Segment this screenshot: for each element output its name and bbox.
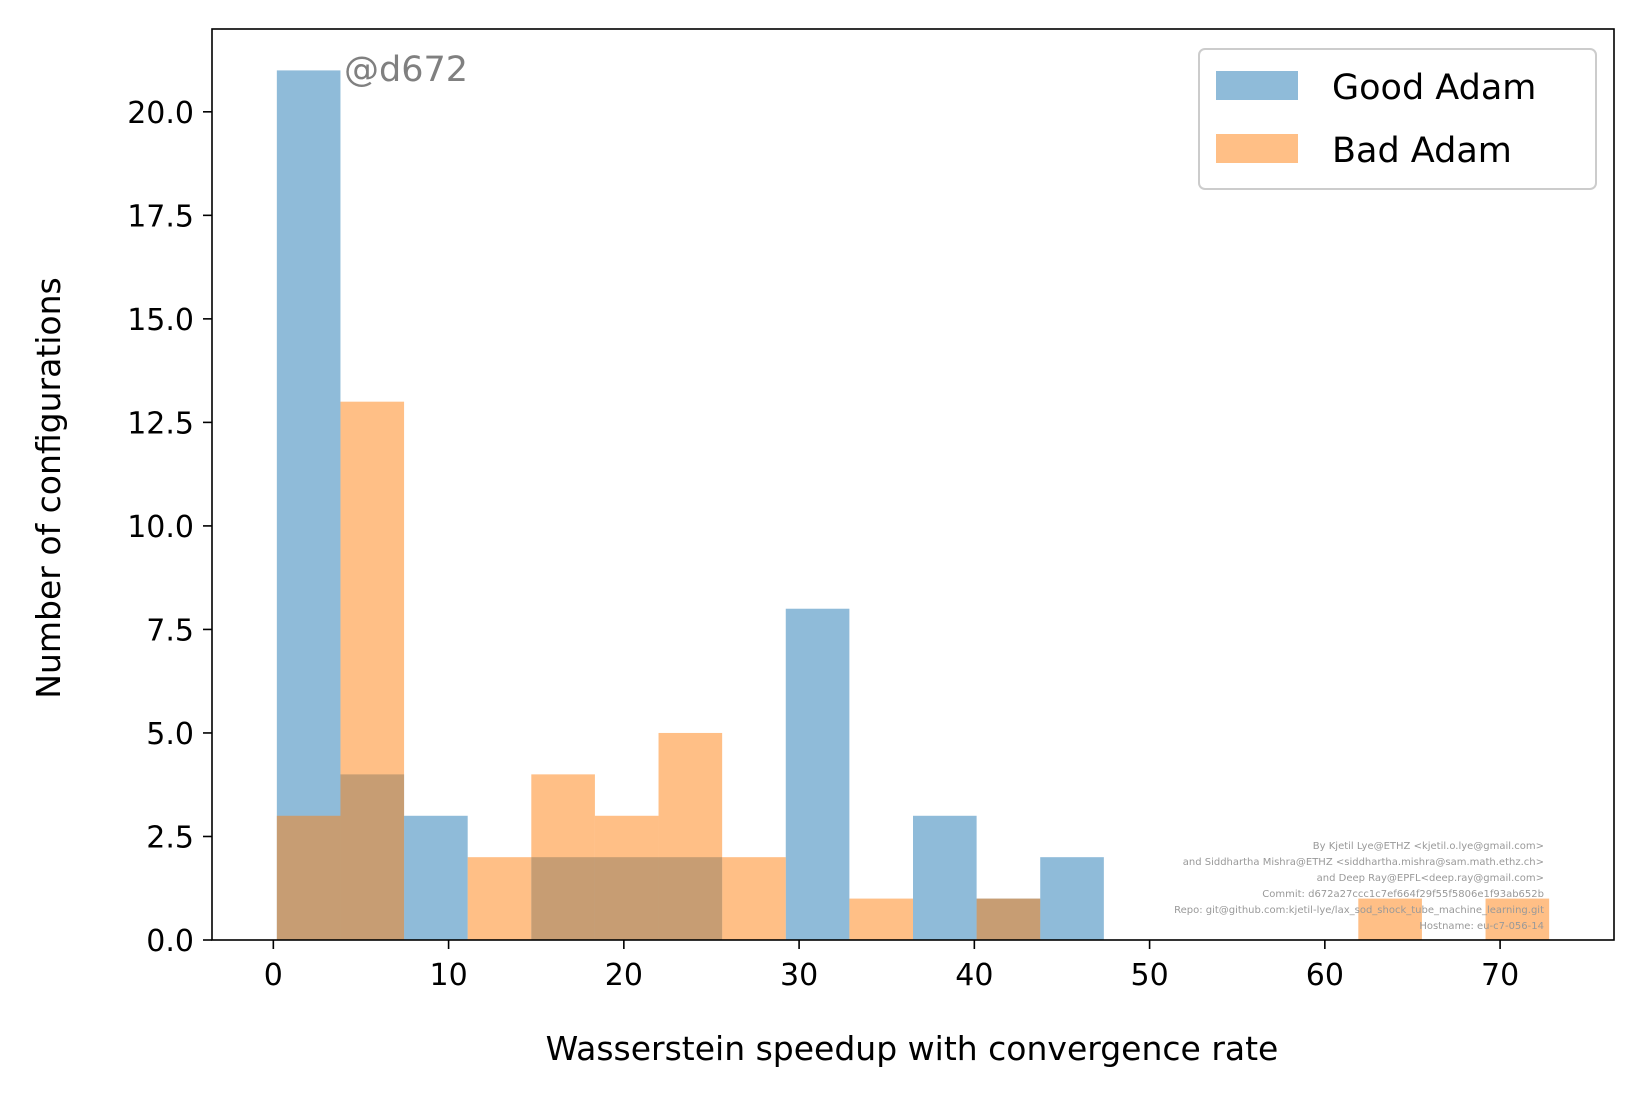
y-axis-ticks: 0.0 2.5 5.0 7.5 10.0 12.5 15.0 17.5 20.0: [127, 96, 212, 959]
credit-line: Repo: git@github.com:kjetil-lye/lax_sod_…: [1174, 905, 1544, 916]
credit-line: and Siddhartha Mishra@ETHZ <siddhartha.m…: [1183, 857, 1544, 868]
good-adam-bar: [276, 70, 341, 941]
plot-area-frame: [211, 28, 1615, 941]
x-axis-label: Wasserstein speedup with convergence rat…: [546, 1029, 1279, 1068]
credit-line: By Kjetil Lye@ETHZ <kjetil.o.lye@gmail.c…: [1313, 841, 1544, 852]
x-tick-label: 10: [429, 958, 467, 993]
credit-line: Commit: d672a27ccc1c7ef664f29f55f5806e1f…: [1262, 889, 1544, 900]
bad-adam-bar: [976, 898, 1041, 940]
bad-adam-bar: [594, 815, 659, 940]
series-bad-adam-bars: [276, 401, 1550, 940]
x-tick-label: 60: [1306, 958, 1344, 993]
y-tick-label: 12.5: [127, 406, 194, 441]
y-axis-label: Number of configurations: [29, 277, 68, 698]
bad-adam-bar: [1358, 898, 1422, 940]
x-tick-label: 20: [605, 958, 643, 993]
y-tick-label: 7.5: [146, 613, 194, 648]
legend-label-good-adam: Good Adam: [1332, 68, 1536, 108]
y-tick-label: 17.5: [127, 199, 194, 234]
x-tick-label: 50: [1130, 958, 1168, 993]
x-tick-label: 0: [264, 958, 283, 993]
x-tick-label: 70: [1481, 958, 1519, 993]
good-adam-bar: [1040, 857, 1104, 940]
bad-adam-bar: [467, 857, 532, 940]
good-adam-bar: [404, 815, 468, 940]
bad-adam-bar: [340, 401, 405, 940]
bad-adam-bar: [658, 732, 723, 940]
commit-annotation: @d672: [344, 50, 468, 90]
bad-adam-bar: [849, 898, 913, 940]
legend-swatch-bad-adam: [1216, 134, 1298, 163]
bad-adam-bar: [531, 774, 595, 940]
bad-adam-bar: [1485, 898, 1550, 940]
bad-adam-bar: [722, 857, 786, 940]
y-tick-label: 10.0: [127, 510, 194, 545]
credit-line: and Deep Ray@EPFL<deep.ray@gmail.com>: [1317, 873, 1544, 884]
bad-adam-bar: [276, 815, 341, 940]
x-axis-ticks: 0 10 20 30 40 50 60 70: [264, 940, 1519, 993]
credit-line: Hostname: eu-c7-056-14: [1419, 921, 1544, 932]
y-tick-label: 2.5: [146, 820, 194, 855]
good-adam-bar: [913, 815, 977, 940]
good-adam-bar: [785, 608, 850, 940]
y-tick-label: 20.0: [127, 96, 194, 131]
y-tick-label: 15.0: [127, 303, 194, 338]
y-tick-label: 5.0: [146, 717, 194, 752]
legend-swatch-good-adam: [1216, 71, 1298, 100]
credits-block: By Kjetil Lye@ETHZ <kjetil.o.lye@gmail.c…: [1174, 841, 1544, 932]
y-tick-label: 0.0: [146, 924, 194, 959]
legend: Good Adam Bad Adam: [1198, 48, 1597, 190]
legend-box: [1198, 48, 1597, 190]
legend-label-bad-adam: Bad Adam: [1332, 131, 1512, 171]
x-tick-label: 40: [955, 958, 993, 993]
x-tick-label: 30: [780, 958, 818, 993]
